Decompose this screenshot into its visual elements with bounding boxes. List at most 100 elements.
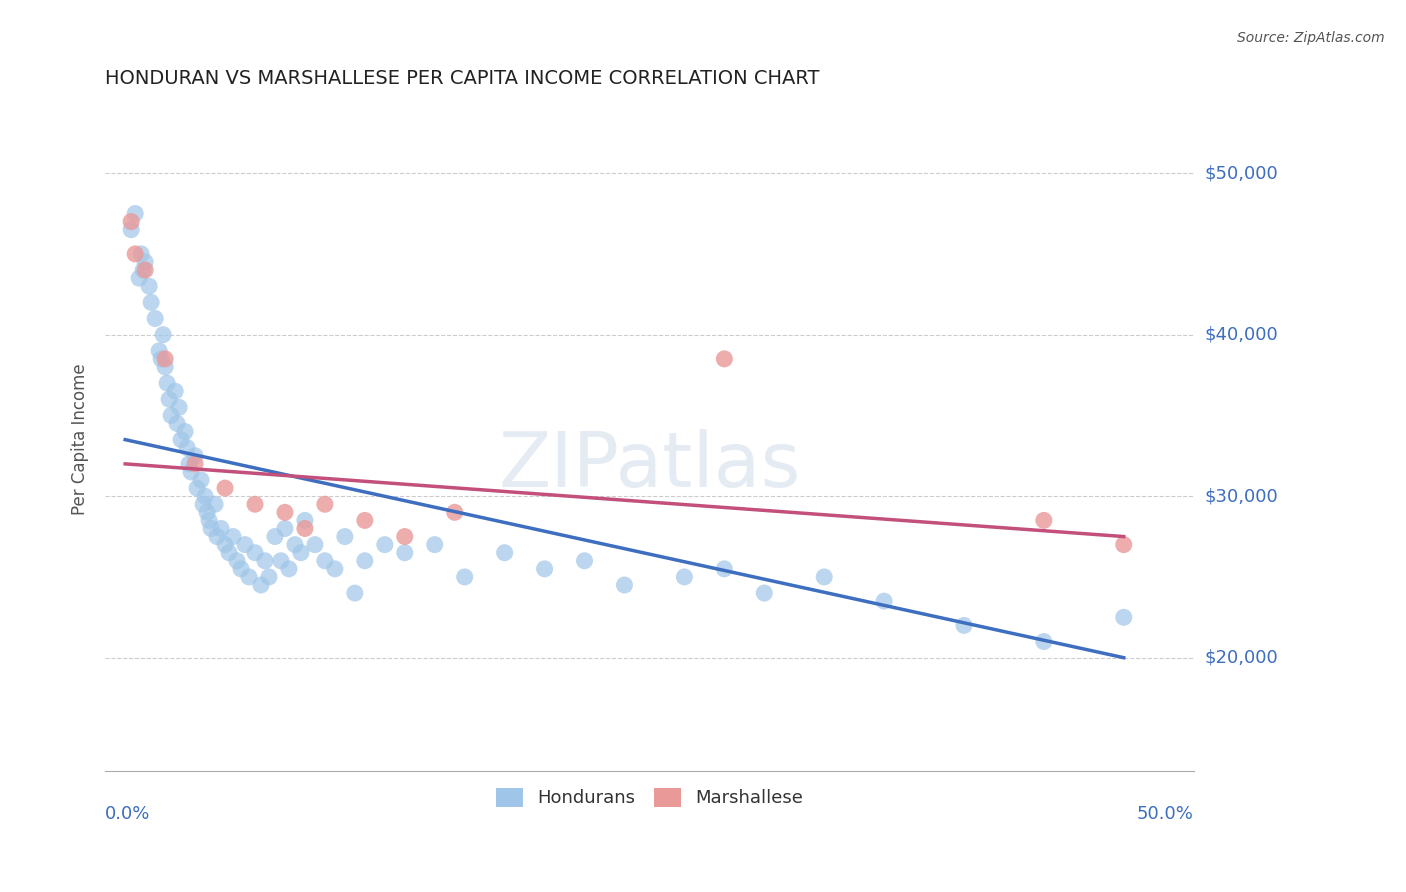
Text: $40,000: $40,000 xyxy=(1205,326,1278,343)
Point xyxy=(141,295,163,310)
Point xyxy=(394,546,416,560)
Point xyxy=(205,530,228,544)
Point xyxy=(533,562,555,576)
Point xyxy=(128,271,150,285)
Text: $50,000: $50,000 xyxy=(1205,164,1278,182)
Text: $20,000: $20,000 xyxy=(1205,648,1278,666)
Point xyxy=(274,505,297,519)
Point xyxy=(278,562,301,576)
Point xyxy=(150,351,173,366)
Point xyxy=(148,343,170,358)
Point xyxy=(177,457,200,471)
Text: ZIPatlas: ZIPatlas xyxy=(498,429,800,503)
Point xyxy=(190,473,212,487)
Point xyxy=(200,521,222,535)
Point xyxy=(243,546,266,560)
Point xyxy=(713,351,735,366)
Point xyxy=(198,513,221,527)
Point xyxy=(1112,538,1135,552)
Point xyxy=(180,465,202,479)
Point xyxy=(218,546,240,560)
Point xyxy=(1032,634,1054,648)
Point xyxy=(157,392,180,407)
Point xyxy=(1032,513,1054,527)
Point xyxy=(166,417,188,431)
Point xyxy=(454,570,477,584)
Point xyxy=(494,546,516,560)
Point xyxy=(204,497,226,511)
Point xyxy=(257,570,280,584)
Point xyxy=(194,489,217,503)
Point xyxy=(673,570,696,584)
Point xyxy=(394,530,416,544)
Point xyxy=(186,481,208,495)
Point xyxy=(138,279,160,293)
Point xyxy=(222,530,245,544)
Point xyxy=(713,562,735,576)
Point xyxy=(176,441,198,455)
Point xyxy=(124,247,146,261)
Point xyxy=(120,222,142,236)
Point xyxy=(953,618,976,632)
Text: HONDURAN VS MARSHALLESE PER CAPITA INCOME CORRELATION CHART: HONDURAN VS MARSHALLESE PER CAPITA INCOM… xyxy=(105,69,820,87)
Point xyxy=(226,554,249,568)
Point xyxy=(156,376,179,390)
Point xyxy=(120,214,142,228)
Legend: Hondurans, Marshallese: Hondurans, Marshallese xyxy=(489,780,810,814)
Text: 0.0%: 0.0% xyxy=(105,805,150,823)
Point xyxy=(191,497,214,511)
Point xyxy=(152,327,174,342)
Point xyxy=(132,263,155,277)
Point xyxy=(250,578,273,592)
Point xyxy=(214,481,236,495)
Point xyxy=(574,554,596,568)
Point xyxy=(314,554,336,568)
Point xyxy=(294,521,316,535)
Point xyxy=(284,538,307,552)
Point xyxy=(353,513,375,527)
Point xyxy=(873,594,896,608)
Point xyxy=(353,554,375,568)
Point xyxy=(443,505,465,519)
Point xyxy=(170,433,193,447)
Point xyxy=(160,409,183,423)
Point xyxy=(1112,610,1135,624)
Point xyxy=(184,449,207,463)
Point xyxy=(613,578,636,592)
Point xyxy=(143,311,166,326)
Point xyxy=(304,538,326,552)
Point xyxy=(229,562,252,576)
Point xyxy=(813,570,835,584)
Point xyxy=(153,359,176,374)
Point xyxy=(195,505,218,519)
Point xyxy=(165,384,187,399)
Point xyxy=(314,497,336,511)
Point xyxy=(343,586,366,600)
Point xyxy=(174,425,197,439)
Point xyxy=(243,497,266,511)
Point xyxy=(153,351,176,366)
Point xyxy=(214,538,236,552)
Point xyxy=(134,255,156,269)
Point xyxy=(294,513,316,527)
Point xyxy=(264,530,287,544)
Text: Source: ZipAtlas.com: Source: ZipAtlas.com xyxy=(1237,31,1385,45)
Point xyxy=(290,546,312,560)
Point xyxy=(129,247,152,261)
Point xyxy=(270,554,292,568)
Point xyxy=(754,586,776,600)
Point xyxy=(233,538,256,552)
Text: 50.0%: 50.0% xyxy=(1137,805,1194,823)
Point xyxy=(374,538,396,552)
Point xyxy=(333,530,356,544)
Point xyxy=(209,521,232,535)
Point xyxy=(134,263,156,277)
Text: $30,000: $30,000 xyxy=(1205,487,1278,505)
Point xyxy=(253,554,276,568)
Point xyxy=(323,562,346,576)
Point xyxy=(274,521,297,535)
Point xyxy=(238,570,260,584)
Point xyxy=(184,457,207,471)
Point xyxy=(423,538,446,552)
Point xyxy=(167,401,190,415)
